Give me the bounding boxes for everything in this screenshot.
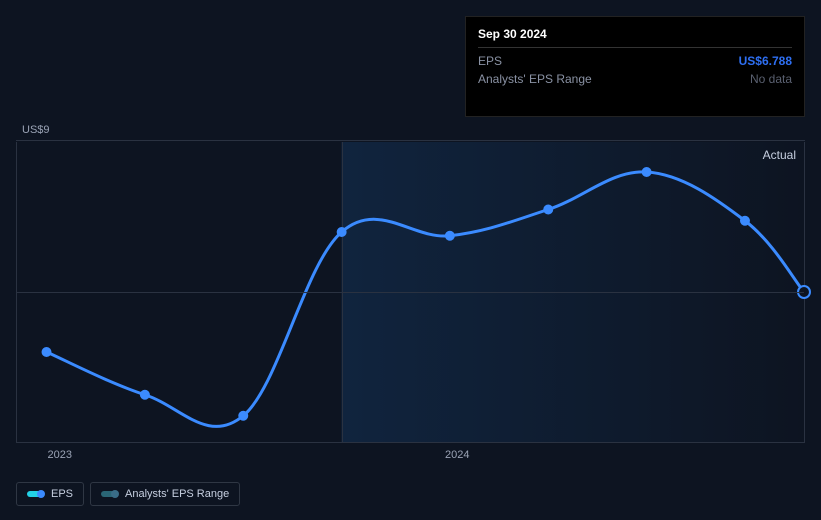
chart-container: Sep 30 2024 EPS US$6.788 Analysts' EPS R… bbox=[0, 0, 821, 520]
tooltip-value: US$6.788 bbox=[739, 54, 792, 68]
eps-point[interactable] bbox=[543, 205, 553, 215]
eps-line bbox=[47, 172, 804, 427]
gridline bbox=[16, 442, 805, 443]
eps-point[interactable] bbox=[642, 167, 652, 177]
tooltip-key: Analysts' EPS Range bbox=[478, 72, 592, 86]
gridline bbox=[16, 140, 805, 141]
eps-point[interactable] bbox=[140, 390, 150, 400]
legend-label: Analysts' EPS Range bbox=[125, 488, 229, 500]
tooltip-box: Sep 30 2024 EPS US$6.788 Analysts' EPS R… bbox=[465, 16, 805, 117]
tooltip-value: No data bbox=[750, 72, 792, 86]
legend: EPS Analysts' EPS Range bbox=[16, 482, 240, 506]
eps-point[interactable] bbox=[238, 411, 248, 421]
x-axis-tick-label: 2023 bbox=[48, 449, 72, 461]
legend-swatch-icon bbox=[101, 491, 117, 497]
y-axis-tick-label: US$9 bbox=[22, 124, 50, 136]
legend-swatch-icon bbox=[27, 491, 43, 497]
eps-point[interactable] bbox=[337, 227, 347, 237]
plot-area[interactable]: Actual bbox=[16, 142, 805, 442]
legend-item-eps[interactable]: EPS bbox=[16, 482, 84, 506]
legend-label: EPS bbox=[51, 488, 73, 500]
eps-point[interactable] bbox=[740, 216, 750, 226]
tooltip-row-range: Analysts' EPS Range No data bbox=[478, 70, 792, 88]
tooltip-key: EPS bbox=[478, 54, 502, 68]
tooltip-row-eps: EPS US$6.788 bbox=[478, 52, 792, 70]
x-axis-tick-label: 2024 bbox=[445, 449, 469, 461]
gridline bbox=[17, 292, 804, 293]
eps-point[interactable] bbox=[42, 347, 52, 357]
eps-point[interactable] bbox=[445, 231, 455, 241]
tooltip-date: Sep 30 2024 bbox=[478, 27, 792, 48]
legend-item-range[interactable]: Analysts' EPS Range bbox=[90, 482, 240, 506]
